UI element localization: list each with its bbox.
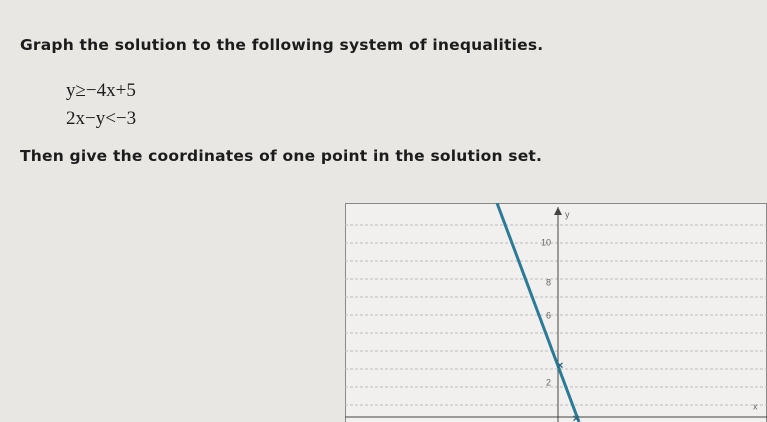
y-tick-label: 2	[546, 377, 551, 387]
instruction: Then give the coordinates of one point i…	[20, 147, 543, 165]
point-marker[interactable]: ✕	[572, 413, 580, 422]
graph-frame	[345, 203, 767, 422]
inequality: y≥−4x+5	[66, 80, 136, 101]
y-tick-label: 10	[541, 237, 551, 247]
graph[interactable]: y x 10 8 6 2 ✕ ✕	[345, 203, 767, 422]
y-tick-label: 8	[546, 277, 551, 287]
point-marker[interactable]: ✕	[556, 360, 564, 370]
inequality: 2x−y<−3	[66, 108, 137, 129]
x-axis-label: x	[753, 401, 758, 411]
y-tick-label: 6	[546, 310, 551, 320]
boundary-line	[495, 203, 581, 422]
y-axis-arrow	[554, 207, 562, 215]
grid	[345, 224, 767, 406]
y-axis-label: y	[565, 209, 570, 219]
prompt: Graph the solution to the following syst…	[20, 36, 544, 54]
